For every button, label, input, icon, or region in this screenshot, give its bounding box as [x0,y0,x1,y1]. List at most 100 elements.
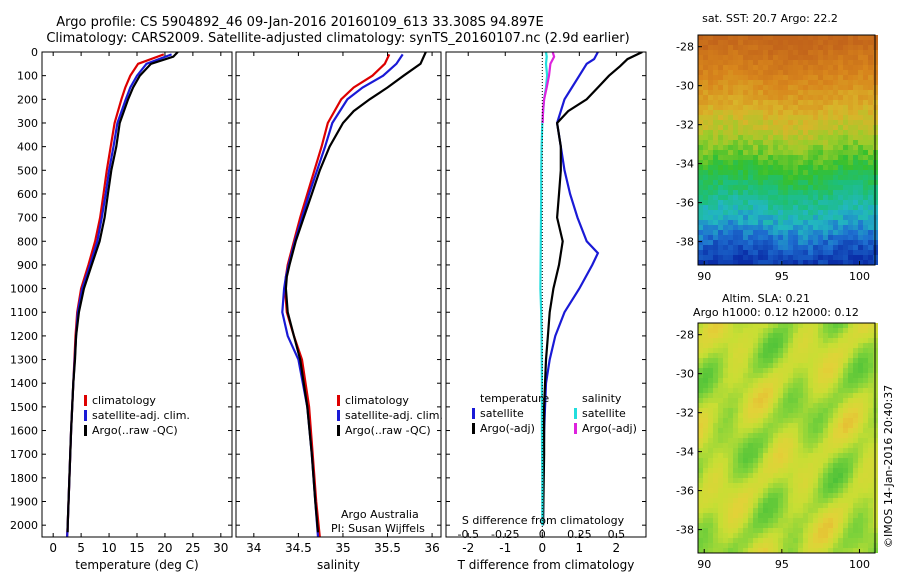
map-cell [723,488,728,493]
map-cell [838,473,843,478]
map-cell [808,478,813,483]
map-cell [853,135,858,140]
map-cell [698,240,703,245]
map-cell [798,368,803,373]
map-cell [843,150,848,155]
map-cell [793,463,798,468]
map-cell [753,453,758,458]
map-cell [783,328,788,333]
map-cell [773,85,778,90]
map-cell [733,105,738,110]
map-cell [733,353,738,358]
map-cell [858,65,863,70]
map-cell [763,160,768,165]
map-cell [798,110,803,115]
map-cell [708,160,713,165]
map-cell [803,473,808,478]
map-y-tick-label: -30 [676,368,694,381]
map-cell [798,190,803,195]
map-cell [758,80,763,85]
map-cell [863,413,868,418]
map-cell [808,35,813,40]
map-cell [803,518,808,523]
map-cell [768,145,773,150]
map-cell [698,443,703,448]
map-cell [778,483,783,488]
map-cell [793,493,798,498]
map-cell [858,453,863,458]
map-cell [853,398,858,403]
map-cell [818,348,823,353]
map-cell [778,353,783,358]
map-cell [698,45,703,50]
map-cell [738,478,743,483]
map-cell [848,403,853,408]
map-cell [703,463,708,468]
map-cell [758,205,763,210]
map-cell [798,518,803,523]
map-cell [818,35,823,40]
map-cell [818,473,823,478]
map-cell [858,483,863,488]
map-cell [748,518,753,523]
map-cell [868,373,873,378]
map-cell [813,408,818,413]
map-cell [698,250,703,255]
map-cell [728,353,733,358]
map-cell [828,508,833,513]
map-cell [738,110,743,115]
map-cell [758,65,763,70]
map-cell [753,403,758,408]
map-cell [768,348,773,353]
map-cell [773,443,778,448]
map-cell [783,478,788,483]
map-cell [868,165,873,170]
map-cell [723,483,728,488]
map-cell [863,378,868,383]
map-cell [858,190,863,195]
map-cell [743,145,748,150]
map-cell [703,95,708,100]
map-cell [768,468,773,473]
map-cell [858,343,863,348]
x-tick-label: 1 [576,541,584,555]
map-cell [723,240,728,245]
map-cell [833,95,838,100]
map-cell [843,105,848,110]
x-tick-label: 35 [335,541,350,555]
map-cell [803,533,808,538]
map-cell [778,328,783,333]
map-cell [808,363,813,368]
map-cell [748,45,753,50]
map-cell [723,50,728,55]
map-cell [698,95,703,100]
map-cell [828,255,833,260]
map-cell [838,130,843,135]
map-cell [868,388,873,393]
map-cell [798,468,803,473]
map-cell [823,50,828,55]
map-cell [813,533,818,538]
map-cell [753,373,758,378]
map-cell [773,408,778,413]
map-cell [758,518,763,523]
map-cell [838,533,843,538]
y-tick-label: 0 [31,46,38,59]
map-cell [728,170,733,175]
map-cell [773,378,778,383]
map-cell [798,200,803,205]
map-cell [708,433,713,438]
map-cell [843,478,848,483]
map-cell [738,135,743,140]
map-cell [868,378,873,383]
map-cell [818,493,823,498]
map-cell [858,413,863,418]
map-cell [768,230,773,235]
map-cell [803,150,808,155]
map-cell [713,225,718,230]
map-cell [758,130,763,135]
map-cell [708,130,713,135]
map-cell [798,418,803,423]
map-cell [743,135,748,140]
map-cell [718,413,723,418]
